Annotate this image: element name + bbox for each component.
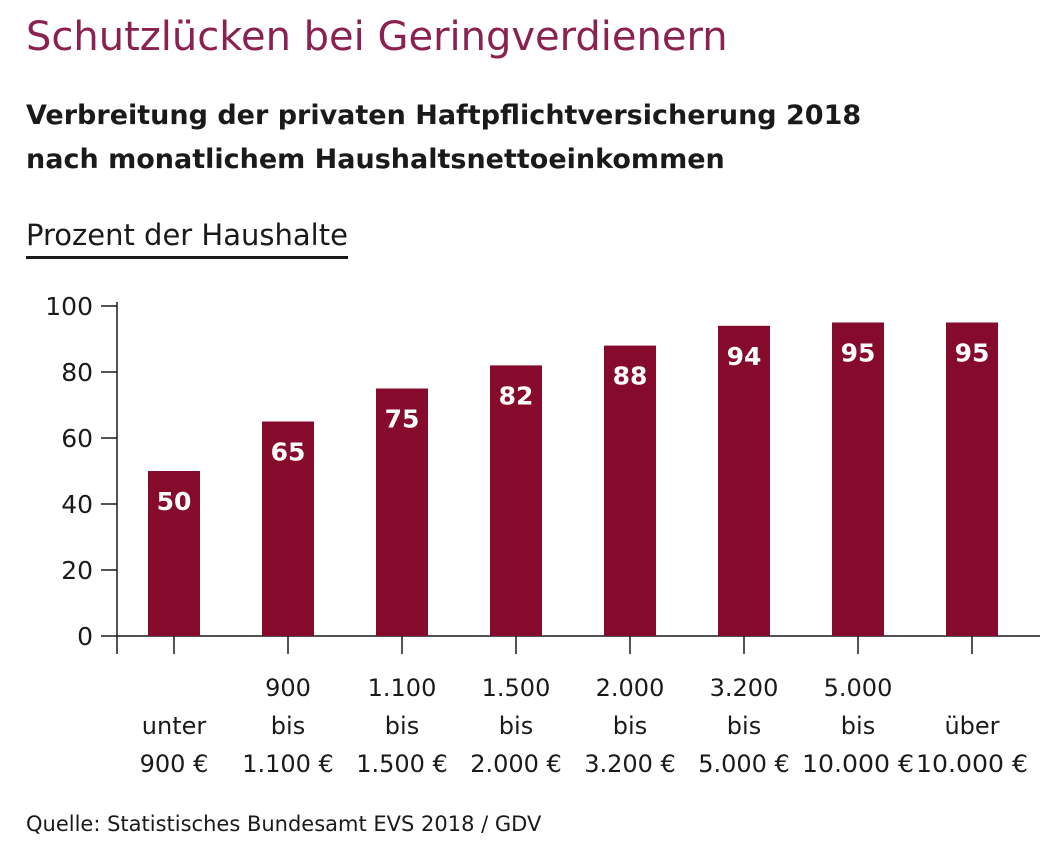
category-label-line: 2.000 € xyxy=(470,750,562,778)
category-label-line: bis xyxy=(271,712,305,740)
bar xyxy=(718,325,770,636)
y-tick-label: 60 xyxy=(61,424,93,453)
category-label-line: bis xyxy=(499,712,533,740)
category-label-line: 1.500 xyxy=(482,674,551,702)
bar-value-label: 95 xyxy=(841,339,876,368)
y-tick-label: 100 xyxy=(45,292,93,321)
category-label-line: 1.100 xyxy=(368,674,437,702)
category-label-line: über xyxy=(944,712,999,740)
category-label-line: 10.000 € xyxy=(802,750,914,778)
y-tick-label: 40 xyxy=(61,490,93,519)
bar-value-label: 94 xyxy=(727,342,762,371)
bar-value-label: 50 xyxy=(157,487,192,516)
category-label-line: 2.000 xyxy=(596,674,665,702)
category-label-line: 3.200 xyxy=(710,674,779,702)
bar xyxy=(946,322,998,636)
y-tick-label: 80 xyxy=(61,358,93,387)
bar xyxy=(148,471,200,636)
category-label-line: 10.000 € xyxy=(916,750,1028,778)
bar xyxy=(832,322,884,636)
bar-value-label: 95 xyxy=(955,339,990,368)
category-label-line: 1.100 € xyxy=(242,750,334,778)
category-label-line: 3.200 € xyxy=(584,750,676,778)
subtitle-line-1: Verbreitung der privaten Haftpflichtvers… xyxy=(26,100,862,131)
bar xyxy=(262,421,314,636)
bar-value-label: 75 xyxy=(385,405,420,434)
bar-value-label: 88 xyxy=(613,362,648,391)
category-label-line: unter xyxy=(142,712,207,740)
chart-subtitle: Verbreitung der privaten Haftpflichtvers… xyxy=(26,94,861,182)
category-label-line: bis xyxy=(613,712,647,740)
category-label-line: 900 € xyxy=(140,750,209,778)
y-tick-label: 20 xyxy=(61,556,93,585)
category-label-line: bis xyxy=(385,712,419,740)
category-label-line: 5.000 xyxy=(824,674,893,702)
bar xyxy=(376,388,428,636)
bar-value-label: 65 xyxy=(271,438,306,467)
category-label-layer: unter 900 € 900 bis 1.100 € 1.100 bis 1.500 € 1.… xyxy=(140,674,1028,778)
bar-value-label: 82 xyxy=(499,381,534,410)
subtitle-line-2: nach monatlichem Haushaltsnettoeinkommen xyxy=(26,144,725,175)
category-label-line: 5.000 € xyxy=(698,750,790,778)
chart-title: Schutzlücken bei Geringverdienern xyxy=(26,14,728,60)
category-label-line: 900 xyxy=(265,674,311,702)
bar xyxy=(490,365,542,636)
source-note: Quelle: Statistisches Bundesamt EVS 2018… xyxy=(26,812,542,836)
bar-chart: 0 20 40 60 80 100 50 65 75 82 88 94 95 95 unter 900 €… xyxy=(45,292,1040,778)
bar-layer: 50 65 75 82 88 94 95 95 xyxy=(148,322,998,636)
y-tick-label: 0 xyxy=(77,622,93,651)
category-label-line: bis xyxy=(841,712,875,740)
category-label-line: 1.500 € xyxy=(356,750,448,778)
bar xyxy=(604,345,656,636)
y-axis-unit-label: Prozent der Haushalte xyxy=(26,218,348,259)
category-label-line: bis xyxy=(727,712,761,740)
